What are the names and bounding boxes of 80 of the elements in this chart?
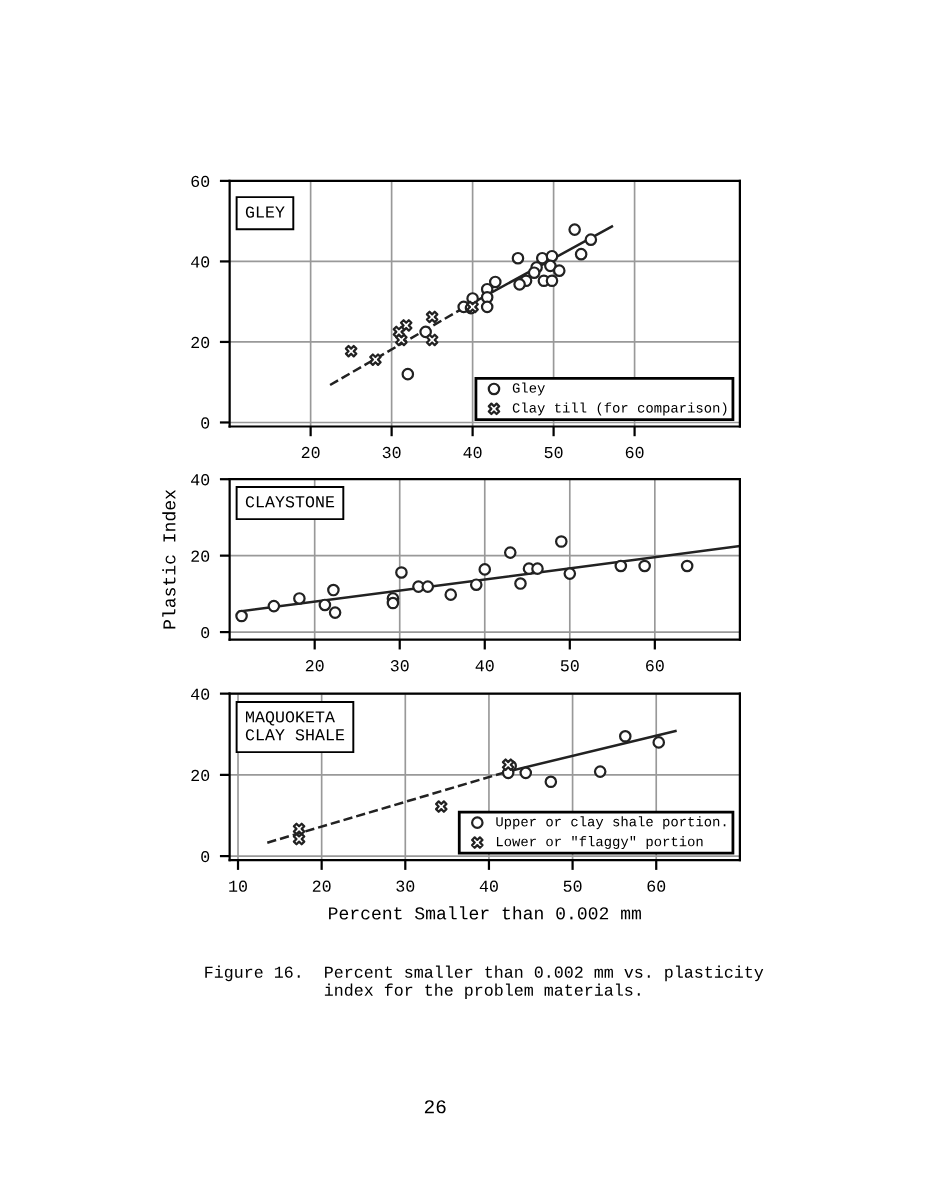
point [318, 598, 332, 612]
y-tick-label: 20 [191, 769, 210, 782]
point [545, 274, 559, 288]
point [574, 247, 588, 261]
x-tick-label: 40 [475, 660, 494, 672]
point [519, 766, 533, 780]
point [469, 578, 483, 591]
point [401, 367, 415, 381]
point [568, 223, 581, 236]
x-tick-label: 50 [544, 446, 563, 459]
point [434, 800, 448, 813]
point [593, 765, 607, 778]
point [292, 822, 306, 836]
x-tick-label: 50 [560, 660, 579, 672]
x-tick-label: 30 [382, 446, 401, 459]
point [344, 344, 358, 358]
point [680, 559, 694, 573]
y-tick-label: 40 [191, 474, 210, 486]
point [235, 609, 248, 623]
point [544, 259, 557, 273]
y-tick-label: 0 [201, 850, 210, 863]
point [545, 249, 559, 263]
point [513, 278, 526, 291]
y-tick-label: 20 [191, 550, 210, 562]
point [327, 583, 340, 597]
point [618, 729, 632, 743]
y-tick-label: 20 [191, 336, 210, 349]
point [392, 325, 406, 339]
point [480, 300, 494, 314]
y-tick-label: 40 [191, 688, 210, 700]
y-axis-title: Plastic Index [162, 489, 176, 629]
point [395, 566, 408, 579]
x-tick-label: 40 [463, 446, 482, 459]
point [419, 325, 432, 339]
point [425, 310, 439, 324]
y-tick-label: 0 [201, 626, 210, 639]
point [554, 535, 568, 548]
point [563, 567, 577, 580]
point [514, 577, 527, 590]
point [369, 353, 382, 366]
x-tick-label: 30 [390, 660, 409, 672]
text: 26 [424, 1100, 446, 1114]
point [527, 266, 541, 279]
annotation: GLEY [245, 206, 285, 218]
point [544, 775, 558, 789]
point [421, 580, 435, 593]
x-tick-label: 20 [301, 446, 320, 459]
x-axis-title: Percent Smaller than 0.002 mm [329, 906, 641, 920]
point [267, 599, 281, 613]
point [552, 264, 566, 277]
x-tick-label: 60 [647, 880, 666, 892]
point [444, 588, 458, 601]
x-tick-label: 30 [396, 880, 415, 892]
x-tick-label: 20 [305, 660, 324, 672]
x-tick-label: 60 [625, 446, 644, 459]
point [531, 562, 544, 575]
point [584, 233, 598, 246]
y-tick-label: 0 [201, 417, 210, 429]
point [614, 559, 628, 573]
y-tick-label: 40 [191, 256, 210, 268]
annotation: MAQUOKETA CLAY SHALE [245, 711, 345, 741]
point [511, 251, 525, 265]
x-tick-label: 60 [646, 660, 664, 672]
point [328, 606, 342, 619]
x-tick-label: 10 [229, 880, 247, 892]
point [292, 832, 306, 846]
point [503, 546, 517, 559]
point [652, 736, 666, 749]
caption: Figure 16. Percent smaller than 0.002 mm vs. plasticity index for the problem materials. [205, 965, 764, 1000]
point [293, 592, 306, 605]
x-tick-label: 20 [312, 880, 331, 892]
y-tick-label: 60 [191, 175, 210, 188]
point [425, 333, 439, 347]
point [478, 563, 492, 576]
x-tick-label: 40 [479, 880, 498, 892]
point [386, 596, 400, 610]
point [488, 275, 502, 289]
point [638, 559, 651, 573]
x-tick-label: 50 [563, 880, 582, 892]
annotation: CLAYSTONE [245, 496, 335, 508]
